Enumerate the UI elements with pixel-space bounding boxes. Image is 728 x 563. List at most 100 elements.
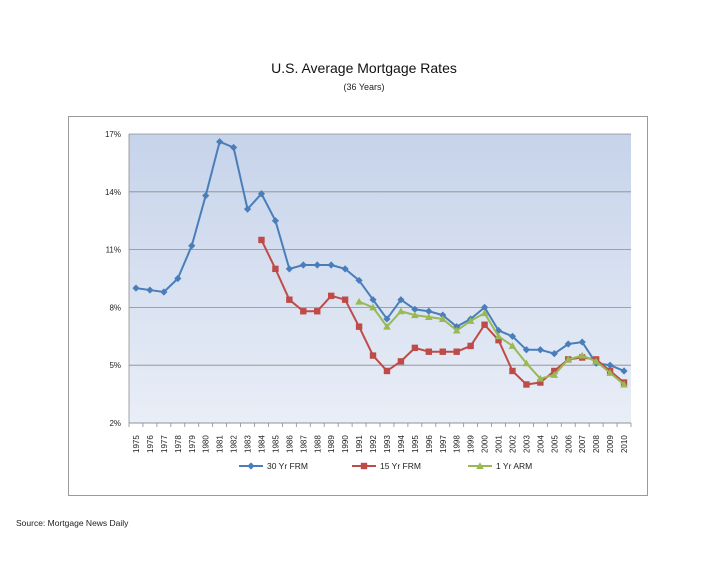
x-tick-label: 1996 [425,435,434,453]
x-tick-label: 2009 [606,435,615,453]
x-tick-label: 1983 [244,435,253,453]
x-tick-label: 1999 [467,435,476,453]
x-tick-label: 1978 [174,435,183,453]
data-point-15-yr-frm [300,308,307,315]
x-tick-label: 1993 [383,435,392,453]
data-point-30-yr-frm [257,190,266,198]
x-tick-label: 2003 [522,435,531,453]
data-point-15-yr-frm [327,292,335,300]
data-point-15-yr-frm [481,321,488,328]
x-tick-label: 1977 [160,435,169,453]
data-point-15-yr-frm [369,352,377,359]
data-point-1-yr-arm [592,357,600,365]
x-tick-label: 1997 [439,435,448,453]
chart-subtitle: (36 Years) [343,82,385,92]
data-point-15-yr-frm [551,367,558,375]
plot-area [129,134,631,423]
x-tick-label: 2001 [495,435,504,453]
x-tick-label: 2010 [620,435,629,453]
x-tick-label: 1992 [369,435,378,453]
x-tick-label: 1991 [355,435,364,453]
data-point-1-yr-arm [480,309,489,317]
x-tick-label: 1989 [327,435,336,453]
data-point-30-yr-frm [174,274,182,283]
data-point-15-yr-frm [523,381,530,388]
data-point-15-yr-frm [397,358,405,365]
y-tick-label: 11% [106,246,121,255]
data-point-15-yr-frm [411,344,419,352]
data-point-30-yr-frm [606,361,614,369]
x-tick-label: 1988 [313,435,322,453]
x-tick-label: 1984 [257,435,266,453]
data-point-1-yr-arm [508,342,517,349]
x-tick-label: 2006 [564,435,573,453]
data-point-15-yr-frm [341,296,349,303]
data-point-1-yr-arm [452,326,461,334]
data-point-1-yr-arm [606,369,614,376]
x-tick-label: 1986 [285,435,294,453]
data-point-15-yr-frm [258,236,265,244]
data-point-1-yr-arm [397,307,405,315]
legend-label-1-yr-arm: 1 Yr ARM [496,461,532,471]
data-point-1-yr-arm [494,332,503,340]
data-point-1-yr-arm [383,322,391,330]
x-tick-label: 2008 [592,435,601,453]
data-point-15-yr-frm [383,367,391,375]
x-tick-label: 2000 [481,435,490,453]
x-tick-label: 1981 [216,435,225,453]
data-point-30-yr-frm [313,261,321,269]
x-tick-label: 1976 [146,435,155,453]
data-point-1-yr-arm [536,374,545,382]
data-point-1-yr-arm [466,317,475,324]
y-tick-label: 17% [105,130,121,139]
x-tick-label: 1985 [271,435,280,453]
y-tick-label: 2% [109,419,121,428]
legend-marker-15-yr-frm [360,462,368,470]
data-point-1-yr-arm [550,371,559,378]
data-point-15-yr-frm [495,336,502,344]
line-chart: 2% 5% 8% 11% 14% 17% 1975 1976 1977 1978 1979 1980 1… [105,130,632,471]
y-tick-label: 8% [109,303,121,312]
data-point-15-yr-frm [355,323,363,330]
x-tick-label: 1975 [132,435,141,453]
x-tick-label: 2005 [550,435,559,453]
chart-frame: 2% 5% 8% 11% 14% 17% 1975 1976 1977 1978 1979 1980 1… [68,116,648,496]
data-point-30-yr-frm [188,242,196,250]
data-point-30-yr-frm [229,143,238,152]
y-tick-label: 5% [109,361,121,370]
data-point-30-yr-frm [508,332,517,340]
legend-label-15-yr-frm: 15 Yr FRM [380,461,421,471]
source-note: Source: Mortgage News Daily [16,518,129,528]
legend-marker-30-yr-frm [247,462,255,470]
data-point-1-yr-arm [355,297,363,305]
data-point-15-yr-frm [314,308,321,315]
data-point-1-yr-arm [411,311,419,319]
legend-label-30-yr-frm: 30 Yr FRM [267,461,308,471]
x-tick-label: 1982 [230,435,239,453]
data-point-1-yr-arm [438,315,447,322]
data-point-30-yr-frm [620,367,628,375]
x-tick-label: 2007 [578,435,587,453]
x-tick-label: 1987 [299,435,308,453]
data-point-1-yr-arm [620,380,628,388]
x-tick-label: 1994 [397,435,406,453]
data-point-15-yr-frm [453,348,460,355]
data-point-15-yr-frm [286,296,293,303]
x-tick-label: 1998 [453,435,462,453]
x-tick-label: 2004 [536,435,545,453]
x-tick-label: 1980 [202,435,211,453]
data-point-30-yr-frm [411,305,419,313]
data-point-15-yr-frm [537,379,544,386]
data-point-15-yr-frm [509,367,516,375]
data-point-1-yr-arm [425,313,433,321]
x-tick-label: 1979 [188,435,197,453]
data-point-30-yr-frm [216,138,224,146]
y-tick-label: 14% [105,188,121,197]
data-point-30-yr-frm [341,265,349,273]
data-point-1-yr-arm [522,359,531,367]
data-point-15-yr-frm [467,342,474,350]
data-point-15-yr-frm [272,265,279,273]
data-point-1-yr-arm [369,303,377,311]
data-point-15-yr-frm [439,348,446,355]
data-point-1-yr-arm [564,355,573,363]
